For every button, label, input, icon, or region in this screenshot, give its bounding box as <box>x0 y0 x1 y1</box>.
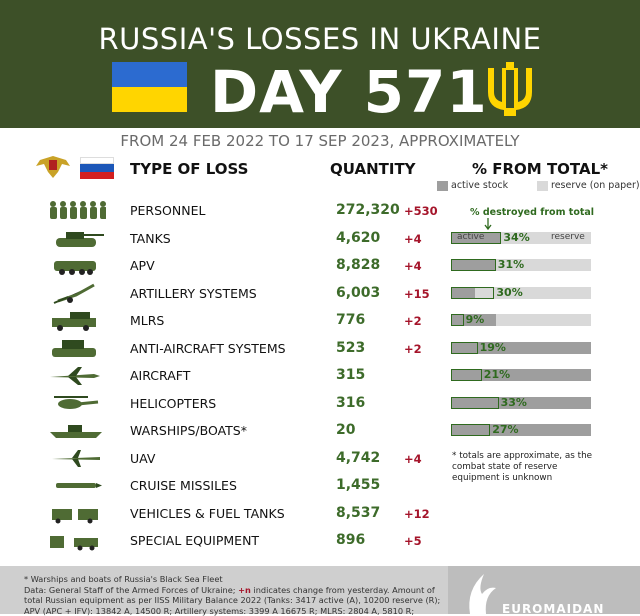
trident-icon <box>484 62 536 118</box>
quantity-header: QUANTITY <box>330 160 416 178</box>
percent-bar: 9% <box>451 314 591 326</box>
legend-reserve-swatch <box>537 181 548 191</box>
percent-label: 19% <box>480 341 506 354</box>
row-quantity: 316 <box>336 395 365 411</box>
percent-bar: 19% <box>451 342 591 354</box>
row-delta: +2 <box>404 342 422 356</box>
totals-note: * totals are approximate, as the combat … <box>452 451 602 484</box>
row-label: HELICOPTERS <box>130 396 216 411</box>
legend-active-swatch <box>437 181 448 191</box>
row-label: WARSHIPS/BOATS* <box>130 423 247 438</box>
logo-mark-icon <box>462 570 502 614</box>
row-delta: +12 <box>404 507 430 521</box>
percent-bar: 31% <box>451 259 591 271</box>
row-delta: +4 <box>404 232 422 246</box>
row-label: MLRS <box>130 313 164 328</box>
row-delta: +4 <box>404 452 422 466</box>
row-quantity: 4,620 <box>336 230 380 246</box>
footer-line: Data: General Staff of the Armed Forces … <box>24 585 444 596</box>
footer-line: * Warships and boats of Russia's Black S… <box>24 574 444 585</box>
footer-line: APV (APC + IFV): 13842 A, 14500 R; Artil… <box>24 606 444 616</box>
percent-label: 30% <box>496 286 522 299</box>
row-delta: +530 <box>404 204 438 218</box>
row-label: AIRCRAFT <box>130 368 190 383</box>
missile-icon <box>48 475 106 497</box>
percent-header: % FROM TOTAL* <box>472 160 608 178</box>
percent-label: 33% <box>501 396 527 409</box>
row-label: UAV <box>130 451 155 466</box>
russia-flag-icon <box>80 157 114 179</box>
footer-line: total Russian equipment as per IISS Mili… <box>24 595 444 606</box>
percent-label: 27% <box>492 423 518 436</box>
tank-icon <box>48 228 106 250</box>
row-quantity: 6,003 <box>336 285 380 301</box>
row-quantity: 896 <box>336 532 365 548</box>
special-equipment-icon <box>48 530 106 552</box>
artillery-icon <box>48 283 106 305</box>
day-counter: DAY 571 <box>210 58 488 126</box>
truck-icon <box>48 503 106 525</box>
destroyed-fill <box>451 259 496 271</box>
footer-notes: * Warships and boats of Russia's Black S… <box>24 574 444 616</box>
row-label: PERSONNEL <box>130 203 205 218</box>
arrow-down-icon <box>484 218 492 232</box>
row-label: ANTI-AIRCRAFT SYSTEMS <box>130 341 286 356</box>
percent-label: 9% <box>466 313 485 326</box>
row-label: TANKS <box>130 231 171 246</box>
percent-bar: 33% <box>451 397 591 409</box>
row-label: APV <box>130 258 155 273</box>
percent-label: 34% <box>503 231 529 244</box>
row-quantity: 8,828 <box>336 257 380 273</box>
row-label: SPECIAL EQUIPMENT <box>130 533 259 548</box>
row-quantity: 315 <box>336 367 365 383</box>
helicopter-icon <box>48 393 106 415</box>
warship-icon <box>48 420 106 442</box>
soldiers-icon <box>48 200 106 222</box>
percent-label: 31% <box>498 258 524 271</box>
row-label: ARTILLERY SYSTEMS <box>130 286 257 301</box>
row-label: CRUISE MISSILES <box>130 478 237 493</box>
anti-aircraft-icon <box>48 338 106 360</box>
row-quantity: 4,742 <box>336 450 380 466</box>
percent-label: 21% <box>484 368 510 381</box>
destroyed-note: % destroyed from total <box>470 207 594 218</box>
date-range: FROM 24 FEB 2022 TO 17 SEP 2023, APPROXI… <box>0 132 640 150</box>
type-of-loss-header: TYPE OF LOSS <box>130 160 248 178</box>
aircraft-icon <box>48 365 106 387</box>
row-delta: +4 <box>404 259 422 273</box>
page-title: RUSSIA'S LOSSES IN UKRAINE <box>0 22 640 56</box>
row-quantity: 776 <box>336 312 365 328</box>
row-quantity: 8,537 <box>336 505 380 521</box>
destroyed-fill <box>451 397 499 409</box>
row-delta: +2 <box>404 314 422 328</box>
row-delta: +15 <box>404 287 430 301</box>
uav-icon <box>48 448 106 470</box>
percent-bar: 21% <box>451 369 591 381</box>
legend-active-label: active stock <box>451 180 508 191</box>
bar-reserve-label: reserve <box>551 232 585 242</box>
ukraine-flag-icon <box>112 62 187 112</box>
row-quantity: 272,320 <box>336 202 400 218</box>
row-delta: +5 <box>404 534 422 548</box>
destroyed-fill <box>451 424 490 436</box>
percent-bar: 30% <box>451 287 591 299</box>
legend-reserve-label: reserve (on paper) <box>551 180 640 191</box>
row-label: VEHICLES & FUEL TANKS <box>130 506 285 521</box>
row-quantity: 1,455 <box>336 477 380 493</box>
apv-icon <box>48 255 106 277</box>
mlrs-icon <box>48 310 106 332</box>
row-quantity: 20 <box>336 422 355 438</box>
bar-active-label: active <box>457 232 484 242</box>
row-quantity: 523 <box>336 340 365 356</box>
destroyed-fill <box>451 369 482 381</box>
percent-bar: 27% <box>451 424 591 436</box>
russia-army-emblem-icon <box>32 152 74 182</box>
destroyed-fill <box>451 342 478 354</box>
destroyed-fill <box>451 314 464 326</box>
destroyed-fill <box>451 287 494 299</box>
percent-bar: active reserve 34% <box>451 232 591 244</box>
